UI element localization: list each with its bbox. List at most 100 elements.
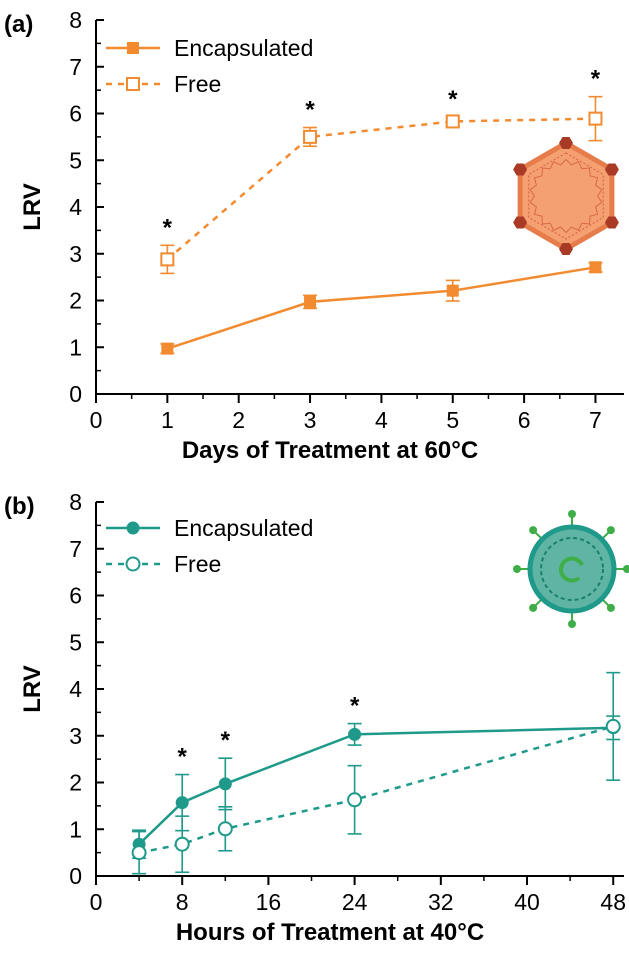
x-tick-label: 8 xyxy=(176,889,189,915)
significance-marker: * xyxy=(350,693,360,720)
y-tick-label: 8 xyxy=(69,489,82,515)
non-enveloped-virus-icon xyxy=(513,136,619,256)
x-tick-label: 1 xyxy=(161,407,174,433)
y-tick-label: 3 xyxy=(69,241,82,267)
data-point xyxy=(131,845,147,861)
spike-head-6 xyxy=(513,565,521,573)
x-tick-label: 16 xyxy=(256,889,282,915)
spike-head-4 xyxy=(568,620,576,628)
y-tick-label: 6 xyxy=(69,101,82,127)
significance-marker: * xyxy=(163,214,173,241)
data-point xyxy=(174,836,190,852)
genome-strand xyxy=(558,556,584,583)
x-tick-label: 32 xyxy=(428,889,454,915)
y-tick-label: 0 xyxy=(69,381,82,407)
data-point xyxy=(217,821,233,837)
vertex-protein-5 xyxy=(513,163,528,176)
data-point xyxy=(161,342,174,355)
vertex-protein-3 xyxy=(559,242,573,256)
data-point xyxy=(445,114,460,129)
spike-head-2 xyxy=(623,565,629,573)
y-tick-label: 4 xyxy=(69,194,82,220)
capsid-inner-outline xyxy=(528,152,604,240)
x-tick-label: 6 xyxy=(518,407,531,433)
significance-marker: * xyxy=(305,97,315,124)
series-line xyxy=(166,266,596,350)
y-axis-label: LRV xyxy=(19,183,46,231)
series-free xyxy=(131,671,621,875)
data-point xyxy=(304,295,317,308)
legend-marker xyxy=(125,556,141,572)
legend-label: Free xyxy=(174,551,221,577)
data-point xyxy=(348,727,362,741)
y-tick-label: 6 xyxy=(69,583,82,609)
x-tick-label: 48 xyxy=(600,889,626,915)
series-free xyxy=(160,95,603,275)
panel-label: (a) xyxy=(4,11,33,38)
x-axis-label: Days of Treatment at 60°C xyxy=(182,437,478,464)
data-point xyxy=(446,284,459,297)
legend-marker xyxy=(127,42,139,54)
x-tick-label: 7 xyxy=(589,407,602,433)
y-axis-label: LRV xyxy=(19,665,46,713)
data-point xyxy=(218,777,232,791)
x-tick-label: 40 xyxy=(514,889,540,915)
data-point xyxy=(175,796,189,810)
significance-marker: * xyxy=(178,744,188,771)
vertex-protein-4 xyxy=(513,216,528,229)
x-tick-label: 5 xyxy=(446,407,459,433)
legend-marker xyxy=(126,77,140,91)
significance-marker: * xyxy=(448,86,458,113)
legend-marker xyxy=(126,521,140,535)
x-tick-label: 0 xyxy=(90,889,103,915)
spike-head-1 xyxy=(606,526,615,535)
series-encapsulated xyxy=(160,261,603,355)
y-tick-label: 1 xyxy=(69,334,82,360)
x-tick-label: 2 xyxy=(232,407,245,433)
x-tick-label: 0 xyxy=(90,407,103,433)
vertex-protein-2 xyxy=(604,216,619,229)
x-axis-label: Hours of Treatment at 40°C xyxy=(176,919,484,946)
genome-strand xyxy=(529,158,603,234)
panel-a: 0 1 2 3 4 5 6 7 8 0 1 2 3 4 5 6 7 Days of Treatment at 60… xyxy=(4,7,624,464)
enveloped-virus-icon xyxy=(513,510,629,628)
legend-label: Free xyxy=(174,71,221,97)
y-tick-label: 1 xyxy=(69,816,82,842)
spike-head-7 xyxy=(529,526,538,535)
y-tick-label: 4 xyxy=(69,676,82,702)
panel-b: 0 1 2 3 4 5 6 7 8 0 8 16 24 32 40 48 Hours of Treatment … xyxy=(4,489,629,946)
inner-membrane xyxy=(540,537,604,601)
spike-head-5 xyxy=(529,603,538,612)
spike-head-0 xyxy=(568,510,576,518)
x-tick-label: 4 xyxy=(375,407,388,433)
legend-label: Encapsulated xyxy=(174,515,313,541)
y-tick-label: 7 xyxy=(69,536,82,562)
data-point xyxy=(588,111,603,126)
y-tick-label: 2 xyxy=(69,770,82,796)
significance-marker: * xyxy=(221,727,231,754)
y-tick-label: 3 xyxy=(69,723,82,749)
data-point xyxy=(605,718,621,734)
y-tick-label: 5 xyxy=(69,629,82,655)
series-line xyxy=(138,726,614,846)
data-point xyxy=(303,129,318,144)
vertex-protein-0 xyxy=(559,136,573,150)
significance-marker: * xyxy=(591,66,601,93)
series-encapsulated xyxy=(132,715,621,860)
y-tick-label: 8 xyxy=(69,7,82,33)
x-tick-label: 24 xyxy=(342,889,368,915)
y-tick-label: 2 xyxy=(69,288,82,314)
vertex-protein-1 xyxy=(604,163,619,176)
data-point xyxy=(347,792,363,808)
legend-label: Encapsulated xyxy=(174,35,313,61)
x-tick-label: 3 xyxy=(304,407,317,433)
panel-label: (b) xyxy=(4,493,35,520)
y-tick-label: 0 xyxy=(69,863,82,889)
spike-head-3 xyxy=(606,603,615,612)
y-tick-label: 7 xyxy=(69,54,82,80)
data-point xyxy=(589,261,602,274)
y-tick-label: 5 xyxy=(69,147,82,173)
data-point xyxy=(160,252,175,267)
envelope xyxy=(527,524,617,614)
